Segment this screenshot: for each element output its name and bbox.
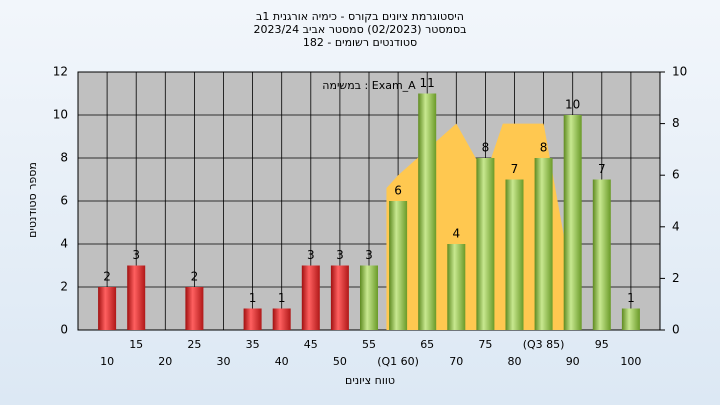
value-label: 1 [278,291,286,305]
bar [621,308,640,330]
bar [563,115,582,330]
x-tick-label: 55 [362,338,376,351]
bar [505,179,524,330]
y-axis-label: מספר סטודנטים [26,162,39,238]
value-label: 7 [511,162,519,176]
title-line: היסטוגרמת ציונים בקורס - כימיה אורגנית 1… [256,10,464,23]
value-label: 10 [565,98,580,112]
value-label: 8 [540,141,548,155]
y-tick-label: 12 [53,65,68,79]
x-tick-label: 90 [566,355,580,368]
bar [301,265,320,330]
x-tick-label: (Q1 60) [377,355,419,368]
x-tick-label: 50 [333,355,347,368]
value-label: 6 [394,184,402,198]
y2-tick-label: 0 [672,323,680,337]
y-tick-label: 4 [60,237,68,251]
value-label: 8 [482,141,490,155]
x-axis-label: טווח ציונים [345,374,395,387]
x-tick-label: 35 [246,338,260,351]
y-tick-label: 2 [60,280,68,294]
bar [592,179,611,330]
bar [98,287,117,330]
value-label: 2 [103,270,111,284]
y2-tick-label: 4 [672,219,680,233]
bar [476,158,495,330]
bar [127,265,146,330]
y2-tick-label: 6 [672,168,680,182]
x-tick-label: 45 [304,338,318,351]
bar [418,93,437,330]
y2-tick-label: 2 [672,271,680,285]
y2-tick-label: 8 [672,116,680,130]
value-label: 4 [452,227,460,241]
y-tick-label: 10 [53,108,68,122]
x-tick-label: 10 [100,355,114,368]
x-tick-label: 75 [478,338,492,351]
bar [185,287,204,330]
x-tick-label: 15 [129,338,143,351]
x-tick-label: 95 [595,338,609,351]
y-tick-label: 6 [60,194,68,208]
title-line: סטודנטים רשומים - 182 [303,36,417,49]
value-label: 3 [365,248,373,262]
x-tick-label: 20 [158,355,172,368]
value-label: 3 [132,248,140,262]
annotation: במשימה : Exam_A [322,79,416,92]
x-tick-label: 30 [217,355,231,368]
value-label: 3 [307,248,315,262]
x-tick-label: 65 [420,338,434,351]
x-tick-label: 70 [449,355,463,368]
bar [389,201,408,330]
x-tick-label: (Q3 85) [523,338,565,351]
value-label: 3 [336,248,344,262]
bar [330,265,349,330]
bar [360,265,378,330]
x-tick-label: 25 [187,338,201,351]
title-line: בסמסטר (02/2023) סמסטר אביב 2023/24 [253,23,466,36]
value-label: 11 [420,76,435,90]
value-label: 7 [598,162,606,176]
x-tick-label: 100 [620,355,641,368]
value-label: 1 [627,291,635,305]
y-tick-label: 8 [60,151,68,165]
bar [243,308,262,330]
x-tick-label: 40 [275,355,289,368]
y-tick-label: 0 [60,323,68,337]
x-tick-label: 80 [508,355,522,368]
value-label: 2 [191,270,199,284]
bar [272,308,291,330]
bar [534,158,553,330]
bar [447,244,466,330]
value-label: 1 [249,291,257,305]
y2-tick-label: 10 [672,65,687,79]
